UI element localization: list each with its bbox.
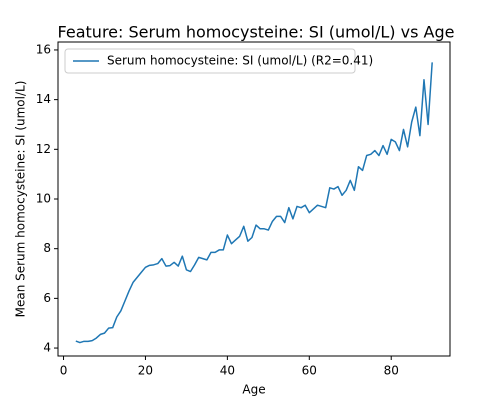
plot-frame [57,41,451,357]
legend-box [64,48,356,74]
x-tick-label: 0 [60,364,68,378]
y-tick-label: 14 [36,92,51,106]
y-tick-label: 4 [43,341,51,355]
y-tick-label: 8 [43,241,51,255]
x-tick-label: 40 [220,364,235,378]
x-tick-label: 60 [302,364,317,378]
x-tick-label: 20 [138,364,153,378]
x-axis-label: Age [242,383,265,397]
y-tick-label: 10 [36,192,51,206]
y-axis-label: Mean Serum homocysteine: SI (umol/L) [14,81,28,318]
y-tick-label: 16 [36,42,51,56]
chart-title: Feature: Serum homocysteine: SI (umol/L)… [58,23,455,42]
y-tick-label: 6 [43,291,51,305]
legend-label: Serum homocysteine: SI (umol/L) (R2=0.41… [107,54,373,68]
line [75,62,433,344]
y-tick-label: 12 [36,142,51,156]
x-tick-label: 80 [384,364,399,378]
